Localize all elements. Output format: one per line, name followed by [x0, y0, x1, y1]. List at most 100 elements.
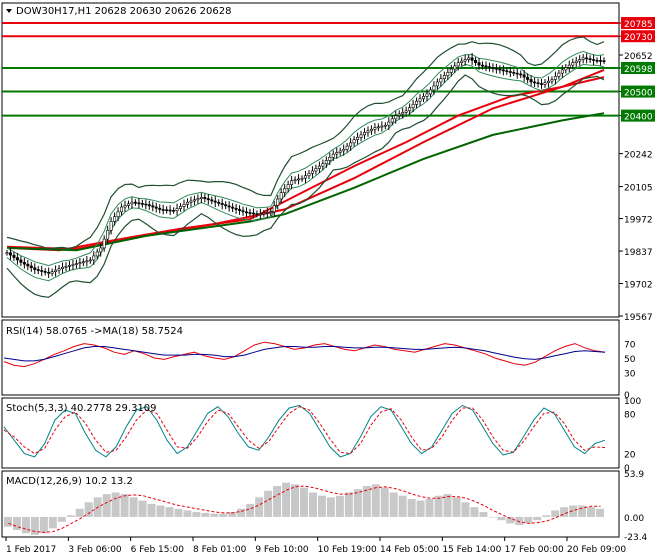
macd-tick-label-1: 0.00: [624, 514, 644, 524]
candle-body-114: [401, 112, 405, 115]
candle-body-103: [363, 132, 367, 136]
macd-bar-11: [102, 494, 111, 517]
candle-body-9: [36, 269, 40, 271]
rsi-panel: 70 50 30 0: [3, 341, 636, 401]
candle-body-24: [88, 259, 92, 262]
macd-bar-34: [308, 492, 317, 517]
candle-body-61: [217, 201, 221, 204]
candle-body-63: [224, 204, 228, 207]
macd-bar-1: [12, 516, 21, 530]
candle-body-135: [474, 59, 478, 63]
time-axis: 1 Feb 2017 3 Feb 06:00 6 Feb 15:00 8 Feb 01…: [5, 537, 626, 555]
macd-bar-52: [470, 507, 479, 517]
macd-bar-66: [596, 508, 604, 517]
macd-bar-33: [300, 487, 308, 517]
macd-panel: 53.9 0.00 -23.4: [4, 470, 648, 543]
candle-body-73: [258, 213, 262, 215]
macd-bar-40: [362, 485, 371, 517]
candle-body-113: [397, 113, 401, 116]
candle-body-90: [317, 165, 321, 169]
candle-body-122: [428, 89, 432, 95]
candle-body-69: [244, 211, 248, 214]
candle-body-13: [50, 271, 54, 274]
candle-body-0: [5, 252, 9, 255]
macd-bar-59: [533, 516, 542, 521]
stoch-panel-title: Stoch(5,3,3) 40.2778 29.3109: [6, 403, 157, 414]
candle-body-156: [546, 80, 550, 84]
candle-body-50: [179, 206, 183, 209]
candle-body-21: [78, 262, 82, 264]
candle-body-47: [168, 209, 172, 212]
macd-bar-2: [21, 516, 30, 534]
macd-bar-25: [228, 512, 237, 517]
candle-body-72: [255, 213, 259, 215]
candle-body-62: [220, 203, 224, 205]
candle-body-137: [481, 64, 485, 67]
candle-body-100: [352, 139, 356, 144]
macd-signal-line: [8, 485, 601, 533]
candle-body-28: [102, 238, 106, 249]
macd-bar-42: [380, 487, 389, 517]
candle-body-157: [550, 79, 554, 82]
rsi-tick-label-0: 70: [624, 341, 636, 351]
bollinger-mid-upper: [6, 50, 605, 267]
macd-bar-37: [335, 495, 344, 517]
level-badge-5: [621, 109, 655, 122]
candle-body-32: [116, 211, 120, 217]
level-badge-4: [621, 85, 655, 98]
candle-body-92: [324, 160, 328, 165]
candle-body-131: [460, 60, 464, 63]
candle-body-23: [85, 260, 89, 263]
macd-bar-63: [569, 505, 578, 517]
candle-body-84: [297, 178, 301, 181]
time-tick-label-3: 8 Feb 01:00: [193, 545, 247, 555]
candle-body-77: [272, 205, 276, 213]
macd-bar-57: [515, 516, 524, 526]
candle-body-38: [137, 202, 141, 205]
candle-body-71: [251, 212, 255, 215]
dropdown-triangle-icon[interactable]: [6, 9, 12, 13]
candle-body-143: [501, 69, 505, 72]
candle-body-18: [67, 265, 71, 267]
candle-body-31: [113, 216, 117, 222]
macd-bar-21: [192, 512, 201, 517]
stoch-tick-label-2: 20: [624, 451, 636, 461]
macd-bar-45: [407, 498, 416, 517]
candle-body-168: [588, 58, 592, 60]
rsi-tick-label-2: 30: [624, 369, 636, 379]
macd-bar-41: [371, 484, 380, 517]
candle-body-167: [585, 57, 589, 60]
candle-body-94: [331, 153, 335, 158]
macd-bar-22: [201, 512, 210, 517]
candle-body-85: [300, 177, 304, 180]
rsi-series-0: [3, 341, 606, 368]
rsi-tick-label-1: 50: [624, 355, 636, 365]
candle-body-133: [467, 57, 471, 60]
candle-body-12: [47, 271, 51, 274]
candle-body-109: [383, 124, 387, 127]
macd-bar-47: [425, 498, 434, 517]
candle-body-150: [526, 76, 530, 80]
macd-bar-28: [255, 497, 264, 517]
candle-body-154: [540, 83, 544, 85]
candle-body-145: [508, 71, 512, 73]
macd-tick-label-2: -23.4: [624, 533, 648, 543]
candle-body-112: [394, 115, 398, 120]
candle-body-127: [446, 72, 450, 76]
candle-body-59: [210, 199, 214, 202]
candle-body-163: [571, 62, 575, 66]
candle-body-82: [290, 180, 294, 185]
time-tick-label-4: 9 Feb 10:00: [255, 545, 309, 555]
candle-body-10: [40, 270, 44, 272]
rsi-series-1: [3, 346, 606, 362]
macd-bar-65: [587, 507, 596, 517]
candle-body-110: [387, 121, 391, 126]
candle-body-86: [303, 175, 307, 179]
time-tick-label-0: 1 Feb 2017: [6, 545, 56, 555]
candle-body-106: [373, 127, 377, 130]
candle-body-159: [557, 72, 561, 77]
candle-body-132: [463, 59, 467, 62]
rsi-tick-label-3: 0: [624, 391, 630, 401]
rsi-panel-title: RSI(14) 58.0765 ->MA(18) 58.7524: [6, 326, 183, 337]
